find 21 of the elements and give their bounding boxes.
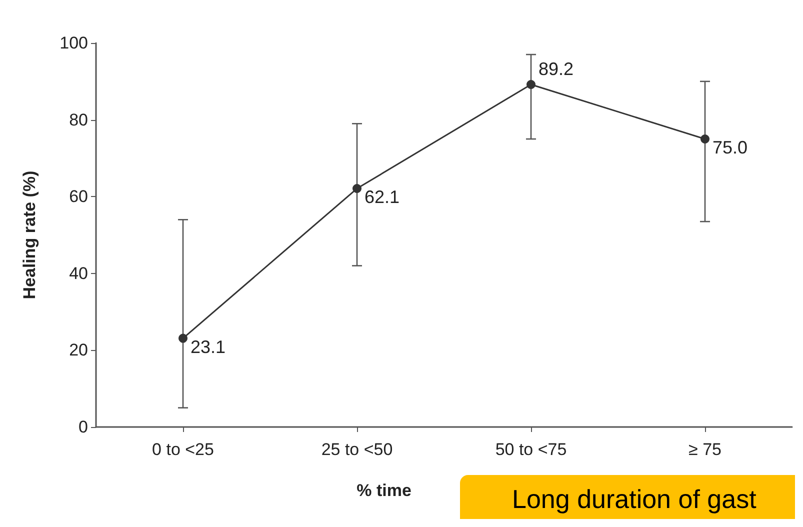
point <box>700 134 710 144</box>
y-tick-label: 0 <box>78 418 88 436</box>
point <box>526 80 536 89</box>
data-label: 89.2 <box>538 58 574 79</box>
x-axis-title: % time <box>356 481 412 500</box>
x-tick-label: 50 to <75 <box>495 440 567 459</box>
point <box>178 334 188 343</box>
data-label: 62.1 <box>364 187 400 208</box>
x-tick-label: 25 to <50 <box>321 440 393 459</box>
point <box>352 184 362 194</box>
x-tick-label: 0 to <25 <box>152 440 214 459</box>
y-tick-label: 40 <box>69 264 88 283</box>
data-label: 75.0 <box>712 138 748 158</box>
data-label: 23.1 <box>190 336 226 357</box>
y-tick-label: 60 <box>69 187 88 206</box>
y-tick-label: 80 <box>69 110 88 130</box>
y-tick-label: 100 <box>60 34 88 52</box>
y-axis-title: Healing rate (%) <box>20 170 39 300</box>
y-tick-label: 20 <box>69 340 88 360</box>
x-tick-label: ≥ 75 <box>688 440 722 459</box>
text: Long duration of gast <box>512 484 758 514</box>
